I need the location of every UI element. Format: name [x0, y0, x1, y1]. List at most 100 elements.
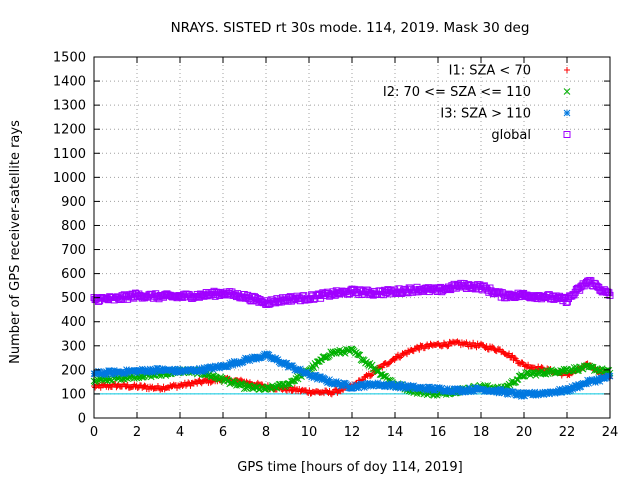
- y-tick-label: 0: [78, 412, 86, 427]
- data-point: [572, 382, 580, 390]
- x-tick-label: 8: [262, 425, 270, 440]
- data-point: [271, 384, 278, 391]
- data-point: [374, 379, 382, 387]
- data-point: [297, 365, 304, 373]
- data-point: [519, 359, 526, 366]
- x-tick-label: 16: [430, 425, 447, 440]
- data-point: [394, 383, 402, 391]
- data-point: [227, 361, 235, 368]
- data-point: [564, 388, 571, 396]
- y-tick-label: 600: [61, 267, 86, 282]
- y-tick-label: 400: [61, 315, 86, 330]
- y-tick-label: 200: [61, 363, 86, 378]
- data-point: [506, 387, 514, 395]
- y-tick-label: 100: [61, 387, 86, 402]
- data-point: [445, 342, 452, 349]
- data-point: [530, 391, 538, 399]
- y-tick-label: 1100: [53, 147, 86, 162]
- data-point: [137, 367, 145, 375]
- data-point: [495, 389, 503, 397]
- series-3: [90, 350, 614, 400]
- y-axis-label: Number of GPS receiver-satellite rays: [8, 120, 23, 364]
- data-point: [234, 360, 241, 368]
- data-point: [368, 372, 375, 379]
- data-point: [325, 378, 332, 386]
- y-tick-labels: 0 100 200 300 400 500 600 700 800 900 1000 1100 1200…: [53, 51, 86, 427]
- data-point: [239, 381, 247, 388]
- data-point: [397, 354, 404, 361]
- x-tick-label: 22: [559, 425, 576, 440]
- x-tick-label: 10: [301, 425, 318, 440]
- data-point: [403, 385, 411, 393]
- data-point: [92, 384, 99, 391]
- y-tick-label: 1400: [53, 75, 86, 90]
- data-point: [427, 384, 434, 392]
- chart-title: NRAYS. SISTED rt 30s mode. 114, 2019. Ma…: [171, 20, 530, 36]
- data-point: [280, 358, 287, 366]
- data-point: [562, 299, 570, 307]
- data-point: [373, 382, 381, 389]
- data-point: [228, 358, 236, 366]
- data-point: [428, 386, 435, 394]
- data-point: [326, 388, 333, 395]
- data-point: [559, 367, 567, 375]
- data-point: [493, 389, 501, 396]
- data-point: [443, 385, 451, 392]
- data-point: [540, 391, 548, 398]
- data-point: [556, 385, 563, 393]
- data-point: [568, 383, 576, 390]
- x-tick-label: 4: [176, 425, 184, 440]
- data-point: [225, 362, 232, 370]
- data-point: [467, 388, 475, 396]
- data-point: [100, 368, 108, 376]
- data-point: [289, 362, 296, 370]
- data-point: [379, 364, 386, 371]
- data-point: [331, 389, 338, 396]
- data-point: [531, 388, 539, 396]
- data-point: [404, 381, 412, 389]
- data-point: [108, 370, 116, 378]
- data-point: [321, 354, 329, 362]
- data-point: [318, 376, 326, 384]
- data-point: [416, 346, 423, 353]
- data-point: [596, 377, 604, 385]
- data-point: [402, 382, 410, 390]
- data-point: [561, 385, 569, 392]
- data-point: [240, 356, 248, 364]
- data-point: [423, 387, 431, 394]
- data-point: [355, 384, 363, 392]
- y-tick-label: 1300: [53, 99, 86, 114]
- data-point: [194, 367, 202, 374]
- data-point: [335, 378, 342, 386]
- data-point: [510, 388, 517, 396]
- y-tick-label: 1000: [53, 171, 86, 186]
- data-point: [239, 358, 247, 366]
- data-point: [391, 381, 398, 389]
- data-point: [151, 368, 158, 376]
- data-point: [395, 380, 403, 388]
- data-point: [187, 382, 194, 389]
- data-point: [396, 384, 404, 392]
- data-point: [274, 356, 282, 363]
- data-point: [363, 382, 370, 389]
- data-point: [389, 380, 396, 388]
- x-tick-label: 18: [473, 425, 490, 440]
- data-point: [200, 364, 208, 371]
- data-point: [102, 368, 110, 376]
- data-point: [253, 356, 261, 363]
- data-point: [329, 378, 337, 386]
- y-tick-label: 900: [61, 195, 86, 210]
- grid: [94, 57, 610, 418]
- data-point: [376, 371, 384, 378]
- axis-ticks: [93, 56, 611, 419]
- data-point: [508, 353, 515, 360]
- x-tick-labels: 0 2 4 6 8 10 12 14 16 18 20 22 24: [90, 425, 618, 440]
- data-point: [173, 368, 181, 376]
- legend-marker: [563, 109, 571, 117]
- data-point: [313, 358, 321, 366]
- data-point: [209, 366, 217, 373]
- x-tick-label: 6: [219, 425, 227, 440]
- series-4: [90, 276, 614, 308]
- data-point: [284, 363, 292, 371]
